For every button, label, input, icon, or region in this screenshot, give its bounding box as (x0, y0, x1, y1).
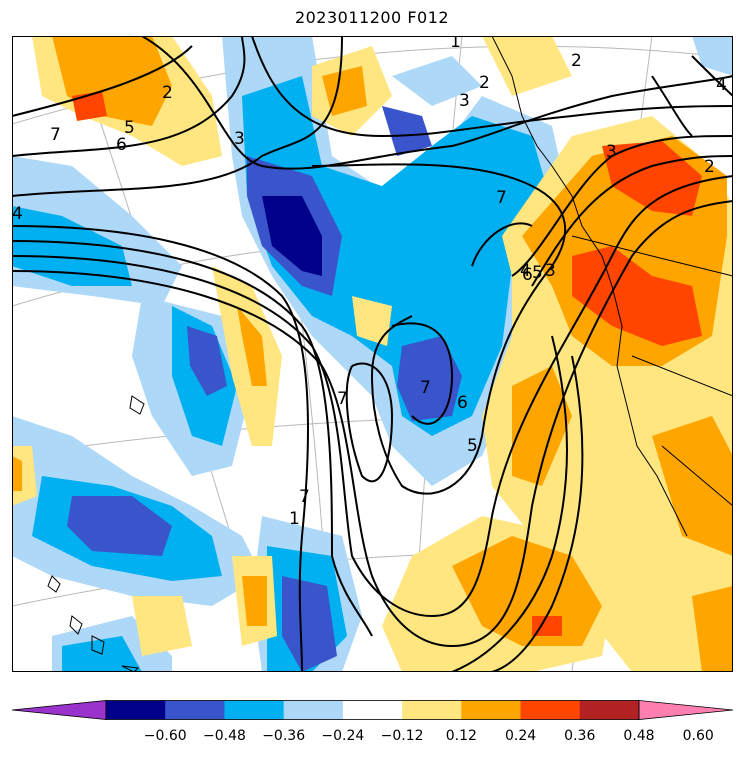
colorbar-segment (342, 700, 403, 720)
colorbar-tick-label: 0.36 (564, 728, 596, 744)
contour-label: 2 (571, 51, 582, 71)
map-title: 2023011200 F012 (294, 8, 450, 27)
colorbar-tick-label: −0.24 (321, 728, 365, 744)
colorbar-segment (224, 700, 285, 720)
map-border (12, 36, 733, 672)
contour-label: 6 (457, 393, 468, 413)
colorbar-segment (106, 700, 166, 720)
colorbar-segment (520, 700, 581, 720)
colorbar-tick-label: −0.12 (380, 728, 424, 744)
colorbar-tick-labels: −0.60 −0.48 −0.36 −0.24 −0.12 0.12 0.24 0.36 0.4… (0, 728, 744, 750)
contour-label: 5 (467, 436, 478, 456)
contour-label: 4 (520, 261, 531, 281)
negative-field-dark (262, 196, 322, 276)
contour-label: 7 (337, 389, 348, 409)
contour-label: 7 (299, 487, 310, 507)
colorbar-tick-label: −0.48 (202, 728, 246, 744)
contour-label: 7 (50, 125, 61, 145)
contour-label: 3 (234, 129, 245, 149)
map-panel: 1 2 2 2 3 3 3 4 4 4 5 5 6 6 7 7 7 7 7 6 (12, 36, 733, 672)
colorbar-segment (579, 700, 640, 720)
contour-label: 7 (496, 188, 507, 208)
colorbar-segment (165, 700, 225, 720)
colorbar (11, 700, 734, 720)
contour-label: 6 (116, 135, 127, 155)
contour-label: 4 (716, 75, 727, 95)
contour-label: 2 (162, 83, 173, 103)
contour-label: 3 (545, 261, 556, 281)
colorbar-border (105, 700, 640, 720)
colorbar-extend-high (638, 700, 734, 720)
contour-label: 2 (704, 157, 715, 177)
contour-label: 6 (522, 265, 533, 285)
colorbar-extend-low (11, 700, 107, 720)
contour-label: 7 (420, 378, 431, 398)
contour-label: 1 (450, 36, 461, 52)
colorbar-segment (283, 700, 344, 720)
contour-label: 5 (532, 263, 543, 283)
colorbar-segment (402, 700, 462, 720)
colorbar-tick-label: −0.60 (143, 728, 187, 744)
contour-label: 4 (12, 204, 23, 224)
contour-labels: 1 2 2 2 3 3 3 4 4 4 5 5 6 6 7 7 7 7 7 6 (12, 36, 727, 529)
map-plot: 1 2 2 2 3 3 3 4 4 4 5 5 6 6 7 7 7 7 7 6 (12, 36, 733, 672)
contour-label: 3 (606, 142, 617, 162)
colorbar-graphic (11, 700, 734, 720)
contour-label: 3 (459, 91, 470, 111)
colorbar-segment (461, 700, 522, 720)
contour-label: 5 (124, 118, 135, 138)
contour-label: 2 (479, 73, 490, 93)
height-contours (12, 36, 733, 672)
coastlines (47, 36, 733, 672)
colorbar-tick-label: 0.12 (445, 728, 477, 744)
colorbar-tick-label: −0.36 (262, 728, 306, 744)
colorbar-tick-label: 0.24 (504, 728, 537, 744)
colorbar-tick-label: 0.48 (623, 728, 655, 744)
colorbar-tick-label: 0.60 (682, 728, 714, 744)
contour-label: 1 (289, 509, 300, 529)
